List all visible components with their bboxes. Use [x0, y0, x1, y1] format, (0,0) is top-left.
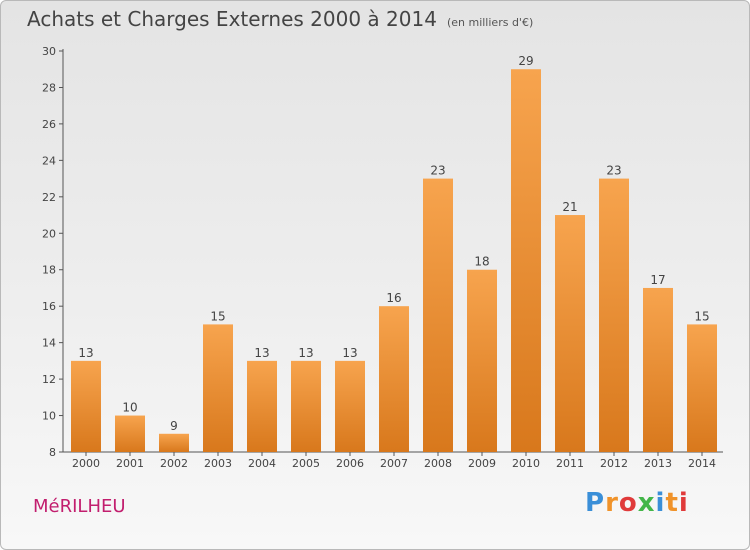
logo-letter: x — [637, 488, 656, 518]
y-tick-label: 28 — [42, 81, 56, 94]
commune-name: MéRILHEU — [33, 496, 126, 517]
value-label: 17 — [650, 273, 665, 287]
x-tick-label: 2005 — [292, 457, 320, 470]
value-label: 23 — [430, 164, 445, 178]
title-text: Achats et Charges Externes 2000 à 2014 — [27, 7, 437, 31]
bar — [247, 360, 277, 452]
x-tick-label: 2007 — [380, 457, 408, 470]
y-tick-label: 24 — [42, 154, 56, 167]
value-label: 10 — [122, 401, 137, 415]
y-tick-label: 10 — [42, 410, 56, 423]
y-tick-label: 16 — [42, 300, 56, 313]
subtitle-text: (en milliers d'€) — [446, 16, 534, 29]
bar — [643, 287, 673, 452]
bar — [379, 306, 409, 452]
y-tick-labels: 8 10 12 14 16 18 20 22 24 26 28 30 — [42, 45, 56, 459]
y-tick-label: 12 — [42, 373, 56, 386]
value-label: 16 — [386, 291, 401, 305]
bar — [71, 360, 101, 452]
x-tick-label: 2002 — [160, 457, 188, 470]
value-label: 15 — [210, 309, 225, 323]
logo-letter: r — [605, 488, 619, 518]
bar — [203, 324, 233, 452]
value-label: 13 — [298, 346, 313, 360]
y-tick-label: 26 — [42, 118, 56, 131]
x-tick-label: 2004 — [248, 457, 276, 470]
value-label: 23 — [606, 164, 621, 178]
logo-letter: i — [678, 488, 689, 518]
value-label: 13 — [78, 346, 93, 360]
value-label: 21 — [562, 200, 577, 214]
bar — [511, 69, 541, 453]
x-tick-label: 2003 — [204, 457, 232, 470]
value-labels: 13 10 9 15 13 13 13 16 23 18 29 21 23 17 15 — [78, 54, 709, 433]
x-tick-labels: 2000 2001 2002 2003 2004 2005 2006 2007 2008 2009… — [72, 457, 716, 470]
chart-title: Achats et Charges Externes 2000 à 2014 (e… — [27, 7, 533, 31]
y-tick-label: 22 — [42, 191, 56, 204]
bar — [423, 178, 453, 452]
x-tick-label: 2013 — [644, 457, 672, 470]
value-label: 18 — [474, 255, 489, 269]
bar — [335, 360, 365, 452]
logo-letter: o — [618, 488, 638, 518]
bar — [291, 360, 321, 452]
logo-letter: i — [655, 488, 666, 518]
x-tick-label: 2006 — [336, 457, 364, 470]
x-tick-label: 2011 — [556, 457, 584, 470]
proxiti-logo: Proxiti — [585, 488, 689, 518]
bars — [71, 69, 717, 453]
y-tick-label: 14 — [42, 337, 56, 350]
x-tick-label: 2014 — [688, 457, 716, 470]
logo-letter: P — [585, 488, 606, 518]
logo-letter: t — [665, 488, 679, 518]
x-tick-label: 2012 — [600, 457, 628, 470]
y-tick-label: 8 — [49, 446, 56, 459]
y-tick-label: 20 — [42, 227, 56, 240]
value-label: 15 — [694, 309, 709, 323]
x-tick-label: 2000 — [72, 457, 100, 470]
bar — [687, 324, 717, 452]
x-tick-label: 2009 — [468, 457, 496, 470]
value-label: 9 — [170, 419, 178, 433]
value-label: 13 — [254, 346, 269, 360]
y-tick-label: 18 — [42, 264, 56, 277]
bar — [159, 433, 189, 452]
value-label: 29 — [518, 54, 533, 68]
value-label: 13 — [342, 346, 357, 360]
y-tick-label: 30 — [42, 45, 56, 58]
x-tick-label: 2010 — [512, 457, 540, 470]
bar — [555, 215, 585, 452]
bar — [467, 269, 497, 452]
x-tick-label: 2008 — [424, 457, 452, 470]
bar — [599, 178, 629, 452]
x-tick-label: 2001 — [116, 457, 144, 470]
bar — [115, 415, 145, 452]
